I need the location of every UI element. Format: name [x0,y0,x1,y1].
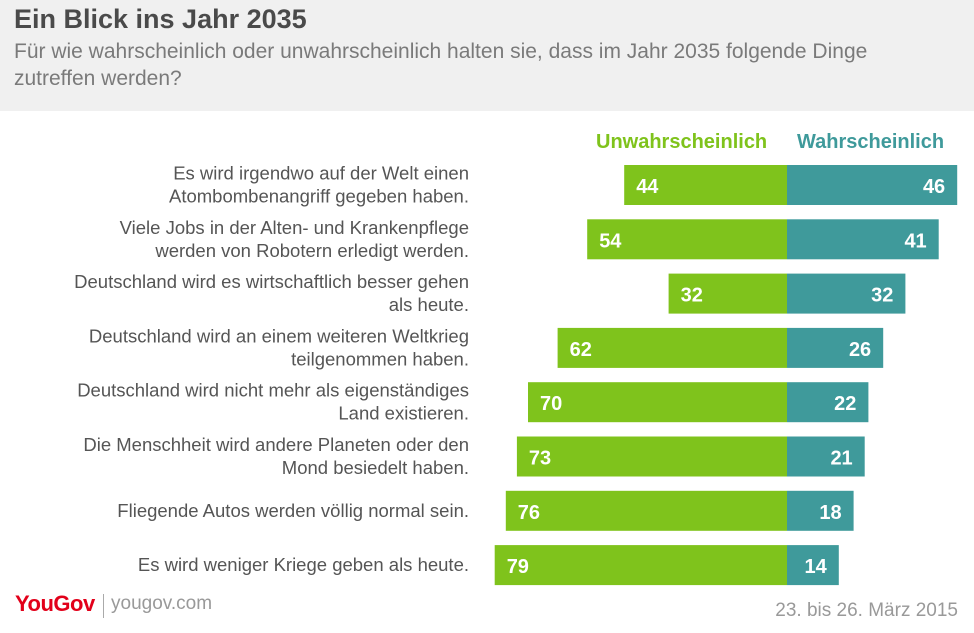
bar-wahrscheinlich [787,273,906,314]
category-label: werden von Robotern erledigt werden. [154,240,469,261]
value-label-unwahrscheinlich: 32 [681,285,703,307]
bar-wahrscheinlich [787,219,939,260]
header-band: Ein Blick ins Jahr 2035 Für wie wahrsche… [0,0,974,111]
bar-wahrscheinlich [787,382,869,423]
yougov-logo: YouGov [15,591,95,616]
value-label-unwahrscheinlich: 76 [518,502,540,524]
bar-wahrscheinlich [787,490,854,531]
value-label-unwahrscheinlich: 73 [529,448,551,470]
category-label: Land existieren. [338,403,469,424]
legend-unwahrscheinlich: Unwahrscheinlich [596,131,768,153]
value-label-wahrscheinlich: 41 [904,230,926,252]
bar-unwahrscheinlich [587,219,787,260]
value-label-unwahrscheinlich: 44 [636,176,659,198]
chart-subtitle: Für wie wahrscheinlich oder unwahrschein… [14,40,868,90]
footer-site: yougov.com [111,593,213,614]
category-label: Deutschland wird es wirtschaftlich besse… [74,271,469,292]
bar-wahrscheinlich [787,436,865,477]
bar-unwahrscheinlich [528,382,787,423]
category-label: als heute. [389,294,469,315]
value-label-unwahrscheinlich: 79 [507,556,529,578]
category-label: Atombombenangriff gegeben haben. [169,186,469,207]
value-label-wahrscheinlich: 14 [805,556,828,578]
bar-unwahrscheinlich [494,545,787,586]
survey-date: 23. bis 26. März 2015 [775,600,958,621]
value-label-wahrscheinlich: 32 [871,285,893,307]
value-label-wahrscheinlich: 46 [923,176,945,198]
value-label-unwahrscheinlich: 70 [540,393,562,415]
value-label-wahrscheinlich: 18 [819,502,841,524]
bar-unwahrscheinlich [624,165,787,205]
category-label: Die Menschheit wird andere Planeten oder… [83,434,469,455]
category-label: Deutschland wird an einem weiteren Weltk… [89,325,469,346]
bar-unwahrscheinlich [668,273,787,314]
value-label-wahrscheinlich: 21 [830,448,852,470]
category-label: Es wird irgendwo auf der Welt einen [173,163,469,184]
value-label-unwahrscheinlich: 54 [599,230,622,252]
chart-title: Ein Blick ins Jahr 2035 [14,4,307,34]
bar-wahrscheinlich [787,327,884,368]
bar-unwahrscheinlich [516,436,787,477]
category-label: Es wird weniger Kriege geben als heute. [138,554,469,575]
bar-wahrscheinlich [787,545,839,586]
value-label-wahrscheinlich: 26 [849,339,871,361]
category-label: Fliegende Autos werden völlig normal sei… [117,500,469,521]
bar-wahrscheinlich [787,165,958,205]
category-label: Deutschland wird nicht mehr als eigenstä… [77,380,469,401]
category-label: Viele Jobs in der Alten- und Krankenpfle… [120,217,469,238]
value-label-wahrscheinlich: 22 [834,393,856,415]
bar-unwahrscheinlich [557,327,787,368]
category-label: Mond besiedelt haben. [282,457,469,478]
legend-wahrscheinlich: Wahrscheinlich [797,131,945,153]
category-label: teilgenommen haben. [291,348,469,369]
bar-unwahrscheinlich [505,490,787,531]
footer-divider [103,594,104,618]
value-label-unwahrscheinlich: 62 [570,339,592,361]
